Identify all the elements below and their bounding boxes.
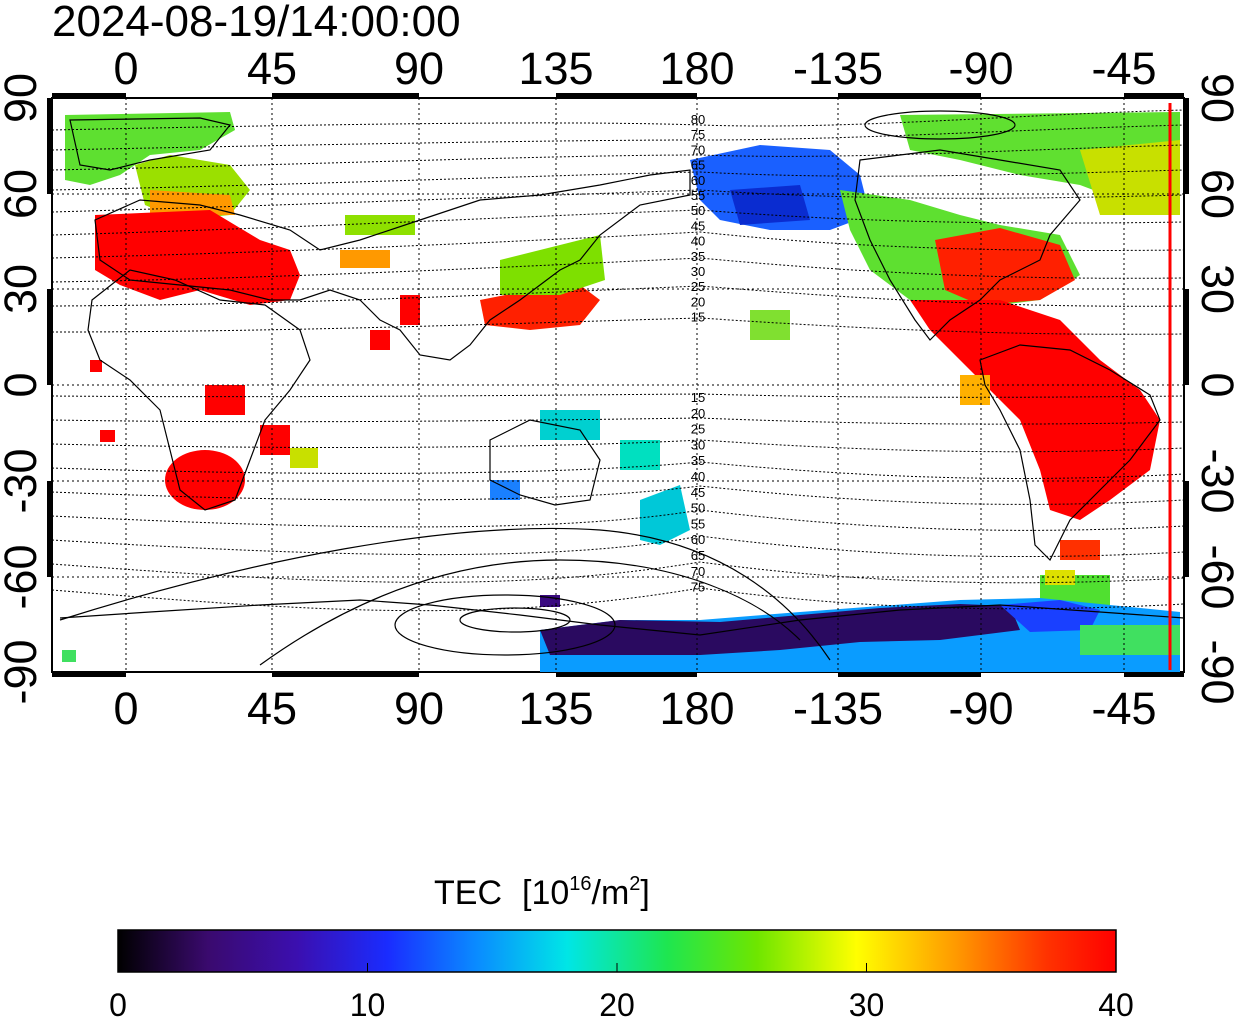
colorbar-tick-label: 30 xyxy=(849,987,885,1021)
contour-label-north: 55 xyxy=(691,188,705,203)
contour-label-south: 75 xyxy=(691,580,705,595)
colorbar-tick-label: 0 xyxy=(109,987,127,1021)
lat-tick-right: -90 xyxy=(1192,639,1235,704)
map-graticule xyxy=(52,98,1184,672)
lon-tick-top: 135 xyxy=(518,43,593,94)
contour-label-south: 55 xyxy=(691,516,705,531)
contour-label-south: 60 xyxy=(691,532,705,547)
longitude-axis-bottom: 0 45 90 135 180 -135 -90 -45 xyxy=(113,683,1156,734)
lon-tick-bottom: -135 xyxy=(793,683,883,734)
coastline-africa xyxy=(87,269,311,511)
lon-tick-top: 180 xyxy=(659,43,734,94)
contour-label-south: 50 xyxy=(691,501,705,516)
lat-tick-left: -30 xyxy=(0,448,46,513)
colorbar-tick-label: 10 xyxy=(350,987,386,1021)
colorbar: TEC [1016/m2] 0 10 20 30 40 xyxy=(109,873,1134,1021)
latitude-axis-right: 90 60 30 0 -30 -60 -90 xyxy=(1192,73,1235,705)
lat-tick-right: -60 xyxy=(1192,544,1235,609)
lat-tick-left: -60 xyxy=(0,544,46,609)
contour-label-south: 20 xyxy=(691,406,705,421)
tec-region-south-africa xyxy=(165,450,245,510)
colorbar-title: TEC [1016/m2] xyxy=(434,873,650,912)
lat-tick-left: 0 xyxy=(0,372,46,397)
contour-label-south: 25 xyxy=(691,422,705,437)
coastline-greenland xyxy=(69,117,232,171)
map-timestamp: 2024-08-19/14:00:00 xyxy=(52,0,461,46)
tec-region-east-asia xyxy=(480,285,600,330)
contour-label-south: 40 xyxy=(691,469,705,484)
contour-label-north: 35 xyxy=(691,249,705,264)
coastline-antarctica xyxy=(59,599,1184,636)
colorbar-tick-label: 20 xyxy=(599,987,635,1021)
contour-label-north: 30 xyxy=(691,264,705,279)
lon-tick-top: -90 xyxy=(948,43,1013,94)
colorbar-ticks: 0 10 20 30 40 xyxy=(109,963,1134,1021)
contour-label-south: 30 xyxy=(691,437,705,452)
coastline-eurasia xyxy=(94,169,691,361)
contour-label-north: 60 xyxy=(691,173,705,188)
lat-tick-left: 90 xyxy=(0,73,46,123)
lon-tick-bottom: 0 xyxy=(113,683,138,734)
magnetic-contours xyxy=(52,109,1184,612)
coastline-south-america xyxy=(979,344,1161,562)
lat-tick-right: 90 xyxy=(1192,73,1235,123)
lon-tick-bottom: 180 xyxy=(659,683,734,734)
contour-label-north: 20 xyxy=(691,294,705,309)
lon-tick-top: 0 xyxy=(113,43,138,94)
contour-label-north: 70 xyxy=(691,142,705,157)
contour-label-north: 50 xyxy=(691,203,705,218)
contour-label-north: 80 xyxy=(691,112,705,127)
lat-tick-left: 30 xyxy=(0,264,46,314)
contour-label-north: 75 xyxy=(691,127,705,142)
lon-tick-top: 90 xyxy=(394,43,444,94)
lon-tick-bottom: 90 xyxy=(394,683,444,734)
colorbar-tick-label: 40 xyxy=(1098,987,1134,1021)
contour-label-north: 40 xyxy=(691,234,705,249)
contour-label-north: 45 xyxy=(691,218,705,233)
lat-tick-right: 0 xyxy=(1192,372,1235,397)
contour-label-north: 15 xyxy=(691,310,705,325)
contour-label-south: 65 xyxy=(691,548,705,563)
lon-tick-top: -135 xyxy=(793,43,883,94)
frame-ticks xyxy=(47,93,1189,677)
contour-label-south: 15 xyxy=(691,390,705,405)
lat-tick-right: 60 xyxy=(1192,169,1235,219)
lon-tick-top: -45 xyxy=(1091,43,1156,94)
longitude-axis-top: 0 45 90 135 180 -135 -90 -45 xyxy=(113,43,1156,94)
contour-label-south: 35 xyxy=(691,453,705,468)
contour-label-north: 65 xyxy=(691,158,705,173)
lon-tick-bottom: 135 xyxy=(518,683,593,734)
contour-label-south: 45 xyxy=(691,485,705,500)
lat-tick-right: -30 xyxy=(1192,448,1235,513)
coastline-north-america xyxy=(854,149,1081,341)
lat-tick-right: 30 xyxy=(1192,264,1235,314)
lat-tick-left: -90 xyxy=(0,639,46,704)
lon-tick-bottom: -90 xyxy=(948,683,1013,734)
lon-tick-bottom: -45 xyxy=(1091,683,1156,734)
south-pole-contours xyxy=(59,527,831,666)
lon-tick-bottom: 45 xyxy=(247,683,297,734)
coastline-australia xyxy=(489,419,601,506)
latitude-axis-left: 90 60 30 0 -30 -60 -90 xyxy=(0,73,46,705)
coastlines xyxy=(59,117,1184,636)
contour-label-north: 25 xyxy=(691,279,705,294)
lon-tick-top: 45 xyxy=(247,43,297,94)
tec-region-south-america xyxy=(910,300,1160,520)
lat-tick-left: 60 xyxy=(0,169,46,219)
contour-label-south: 70 xyxy=(691,564,705,579)
